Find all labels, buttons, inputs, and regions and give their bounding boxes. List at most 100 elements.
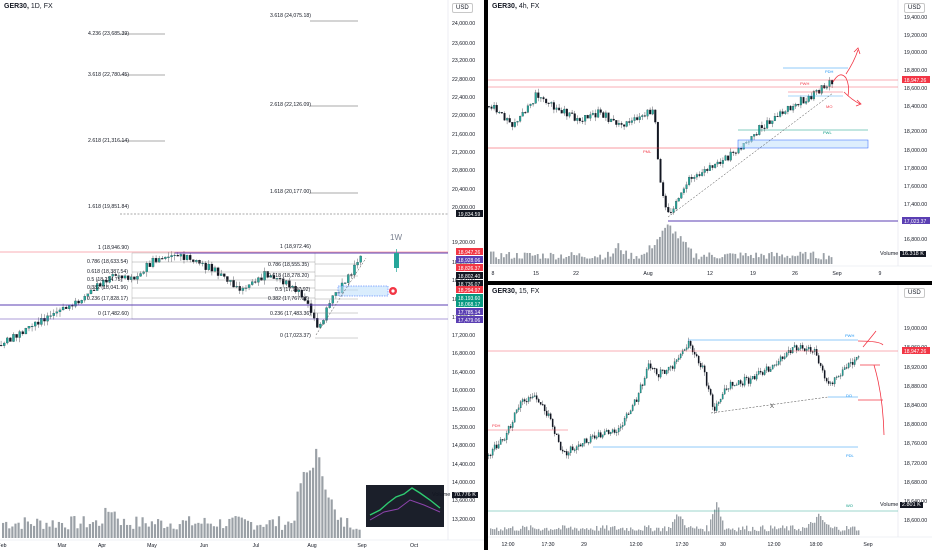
volume-readout: Volume 16.318 K bbox=[880, 251, 926, 257]
time-label: 22 bbox=[573, 271, 579, 277]
price-tag-text: 18,068.17 bbox=[458, 302, 480, 308]
price-tags: 19,834.59 18,947.26 18,928.06 18,826.37 18,8… bbox=[456, 210, 483, 324]
price-tag bbox=[456, 316, 483, 323]
fib-label: 1.618 (20,177.00) bbox=[270, 189, 311, 195]
fib-labels: 3.618 (24,075.18) 4.236 (23,685.39) 3.618 … bbox=[87, 13, 311, 339]
price-label: 16,000.00 bbox=[452, 388, 475, 394]
fib-label: 0.382 (17,767.92) bbox=[268, 296, 309, 302]
fib-label: 0.5 (18,214.75) bbox=[87, 277, 122, 283]
time-label: 18:00 bbox=[810, 542, 823, 548]
price-tag bbox=[902, 76, 930, 83]
volume-readout: Volume 2.801 K bbox=[880, 502, 923, 508]
time-label: Apr bbox=[98, 543, 106, 549]
symbol-name: GER30 bbox=[4, 3, 27, 10]
price-candles bbox=[488, 337, 860, 460]
time-label: 26 bbox=[792, 271, 798, 277]
chart-pane-15m[interactable]: GER30, 15, FX USD 19,000.0018,960.0018,9… bbox=[488, 285, 932, 550]
time-label: Aug bbox=[307, 543, 316, 549]
price-label: 20,400.00 bbox=[452, 187, 475, 193]
x-marker: X bbox=[770, 404, 774, 410]
fib-label: 3.618 (24,075.18) bbox=[270, 13, 311, 19]
price-tag bbox=[456, 280, 483, 287]
symbol-title[interactable]: GER30, 15, FX bbox=[492, 288, 540, 295]
currency-badge[interactable]: USD bbox=[904, 288, 925, 298]
price-tag-text: 17,785.14 bbox=[458, 310, 480, 316]
price-label: 18,880.00 bbox=[904, 384, 927, 390]
fib-label: 0.786 (18,555.35) bbox=[268, 262, 309, 268]
do-label: DO bbox=[846, 393, 852, 398]
fib-label: 1 (18,972.46) bbox=[280, 244, 311, 250]
time-label: 12:00 bbox=[768, 542, 781, 548]
price-tag-text: 18,802.40 bbox=[458, 274, 480, 280]
price-label: 18,840.00 bbox=[904, 403, 927, 409]
symbol-name: GER30 bbox=[492, 3, 515, 10]
volume-readout: Volume 70.776 K bbox=[432, 492, 478, 498]
price-label: 18,800.00 bbox=[904, 68, 927, 74]
time-axis[interactable]: 12:00 17:30 29 12:00 17:30 30 12:00 18:00 Sep bbox=[502, 542, 873, 548]
daily-chart-canvas[interactable]: 24,000.00 23,600.00 23,200.00 22,800.00 22,4… bbox=[0, 0, 484, 550]
pwh-label: PWH bbox=[845, 333, 854, 338]
price-label: 23,200.00 bbox=[452, 58, 475, 64]
price-tag-text: 18,736.07 bbox=[458, 282, 480, 288]
price-tag bbox=[456, 308, 483, 315]
fib-label: 0.5 (17,997.92) bbox=[275, 287, 310, 293]
15m-chart-canvas[interactable]: 19,000.0018,960.0018,920.0018,880.0018,8… bbox=[488, 285, 932, 550]
price-label: 20,000.00 bbox=[452, 205, 475, 211]
price-tags: 18,947.26 bbox=[902, 347, 930, 355]
time-label: Mar bbox=[58, 543, 67, 549]
weekly-annotation: 1W bbox=[390, 233, 402, 242]
time-label: 17:30 bbox=[542, 542, 555, 548]
price-tag bbox=[456, 272, 483, 279]
time-label: 19 bbox=[750, 271, 756, 277]
pdl-label: PDL bbox=[846, 453, 855, 458]
chart-pane-4h[interactable]: GER30, 4h, FX USD 19,400.00 19,200.00 19,0… bbox=[488, 0, 932, 281]
pwl-label: PWL bbox=[823, 130, 832, 135]
price-label: 15,600.00 bbox=[452, 407, 475, 413]
fib-label: 2.618 (22,126.09) bbox=[270, 102, 311, 108]
time-label: Sep bbox=[832, 271, 841, 277]
price-label: 18,400.00 bbox=[904, 104, 927, 110]
fib-label: 0 (17,482.60) bbox=[98, 311, 129, 317]
currency-badge[interactable]: USD bbox=[452, 3, 473, 13]
symbol-title[interactable]: GER30, 1D, FX bbox=[4, 3, 53, 10]
price-tag bbox=[456, 264, 483, 271]
price-axis[interactable]: 19,000.0018,960.0018,920.0018,880.0018,8… bbox=[904, 326, 927, 524]
fib-label: 0.382 (18,041.96) bbox=[87, 285, 128, 291]
fib-label: 1.618 (19,851.84) bbox=[88, 204, 129, 210]
time-label: 12:00 bbox=[630, 542, 643, 548]
price-label: 18,600.00 bbox=[904, 518, 927, 524]
price-candles bbox=[488, 77, 834, 215]
price-tag bbox=[456, 294, 483, 301]
chart-thumbnail[interactable] bbox=[366, 485, 444, 527]
price-tag-text: 18,947.26 bbox=[458, 250, 480, 256]
4h-chart-canvas[interactable]: 19,400.00 19,200.00 19,000.00 18,800.00 18,6… bbox=[488, 0, 932, 281]
time-label: 12 bbox=[707, 271, 713, 277]
price-label: 17,200.00 bbox=[452, 333, 475, 339]
pml-label: PML bbox=[643, 149, 652, 154]
price-label: 19,400.00 bbox=[904, 15, 927, 21]
currency-badge[interactable]: USD bbox=[904, 3, 925, 13]
fib-label: 0.236 (17,828.17) bbox=[87, 296, 128, 302]
time-axis[interactable]: 8 15 22 Aug 12 19 26 Sep 9 bbox=[492, 271, 882, 277]
price-label: 24,000.00 bbox=[452, 21, 475, 27]
time-label: Jun bbox=[200, 543, 208, 549]
time-axis[interactable]: Feb Mar Apr May Jun Jul Aug Sep Oct bbox=[0, 543, 419, 549]
symbol-name: GER30 bbox=[492, 288, 515, 295]
time-label: Jul bbox=[253, 543, 260, 549]
symbol-title[interactable]: GER30, 4h, FX bbox=[492, 3, 540, 10]
chart-pane-daily[interactable]: GER30, 1D, FX USD 24,000.00 23,600.00 23,2… bbox=[0, 0, 484, 550]
pdh-label: PDH bbox=[492, 423, 501, 428]
price-tag-text: 18,928.06 bbox=[458, 258, 480, 264]
price-label: 19,000.00 bbox=[904, 50, 927, 56]
price-label: 17,400.00 bbox=[904, 202, 927, 208]
volume-value: 16.318 K bbox=[899, 251, 926, 257]
price-axis[interactable]: 19,400.00 19,200.00 19,000.00 18,800.00 18,6… bbox=[904, 15, 927, 243]
time-label: Sep bbox=[863, 542, 872, 548]
price-label: 13,200.00 bbox=[452, 517, 475, 523]
price-label: 23,600.00 bbox=[452, 41, 475, 47]
fib-label: 0.618 (18,278.20) bbox=[268, 273, 309, 279]
price-tag bbox=[456, 286, 483, 293]
timeframe-label: 1D, FX bbox=[30, 3, 53, 10]
time-label: Aug bbox=[643, 271, 652, 277]
price-label: 15,200.00 bbox=[452, 425, 475, 431]
